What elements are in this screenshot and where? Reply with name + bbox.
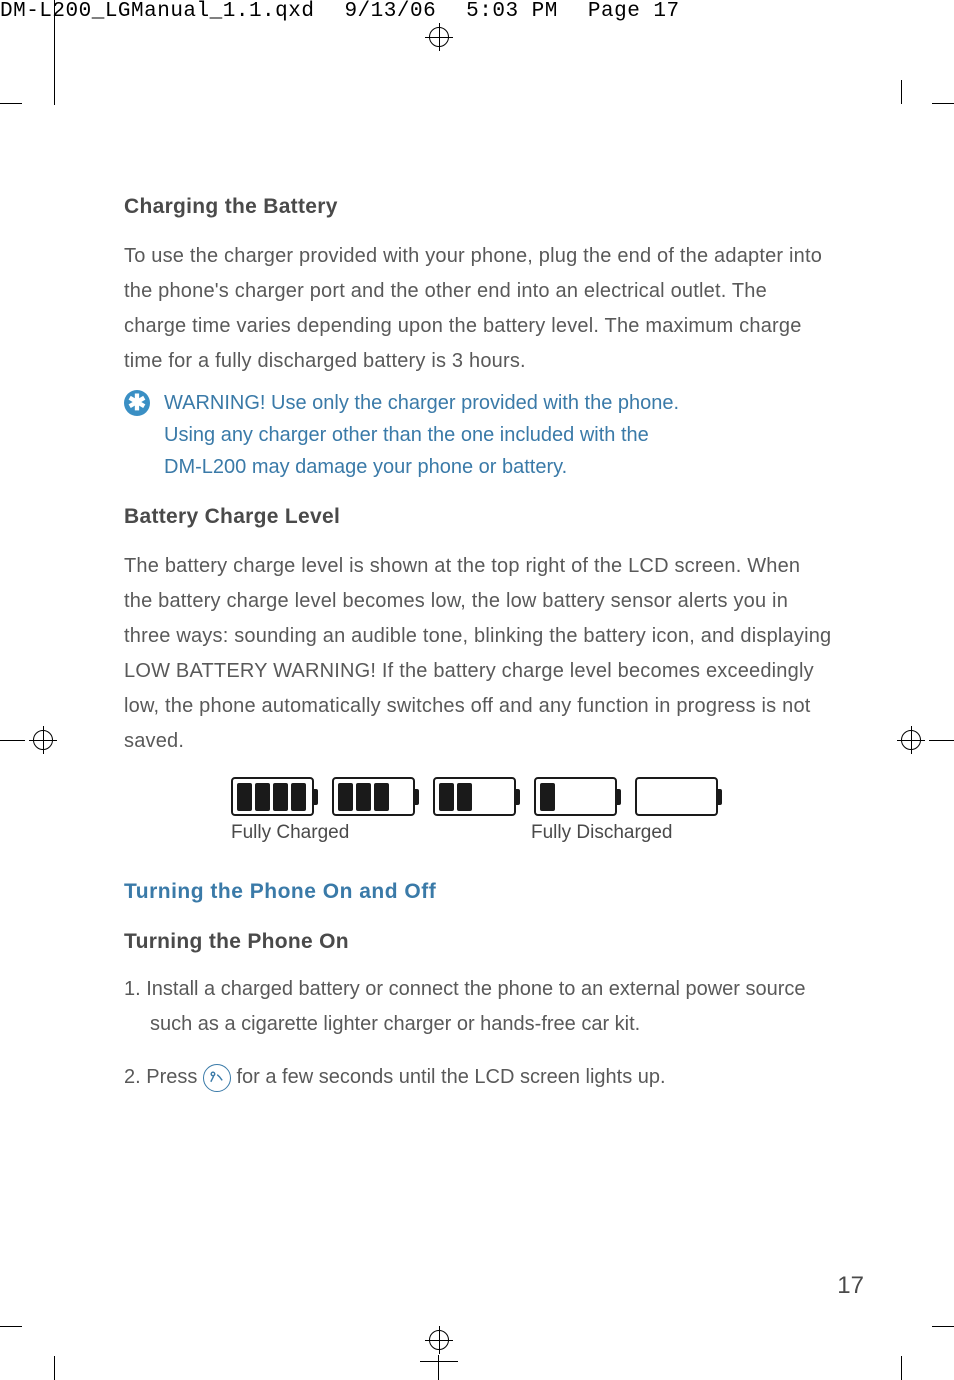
step-2: 2. Press for a few seconds until the LCD… <box>124 1060 834 1095</box>
warning-block: ✱ WARNING! Use only the charger provided… <box>124 387 834 483</box>
battery-icon <box>433 777 516 816</box>
asterisk-icon: ✱ <box>124 390 150 416</box>
text-charging: To use the charger provided with your ph… <box>124 239 834 379</box>
crop-mark <box>932 103 954 104</box>
battery-bar <box>255 783 270 811</box>
battery-icon <box>534 777 617 816</box>
crop-mark <box>901 80 902 104</box>
header-date: 9/13/06 <box>344 0 436 23</box>
crop-mark <box>901 1356 902 1380</box>
battery-bar <box>439 783 454 811</box>
page-content: Charging the Battery To use the charger … <box>124 195 834 1113</box>
page-number: 17 <box>837 1272 864 1300</box>
registration-mark <box>429 27 449 47</box>
registration-mark <box>901 730 921 750</box>
step-2-pre: 2. Press <box>124 1066 203 1088</box>
crop-mark <box>420 1361 458 1362</box>
battery-bar <box>540 783 555 811</box>
crop-mark <box>54 1356 55 1380</box>
power-end-icon <box>203 1064 231 1092</box>
crop-mark <box>0 1326 22 1327</box>
battery-icon <box>635 777 718 816</box>
label-fully-charged: Fully Charged <box>231 822 531 844</box>
warning-line2: Using any charger other than the one inc… <box>164 424 649 446</box>
heading-charging: Charging the Battery <box>124 195 834 219</box>
heading-turning-on-off: Turning the Phone On and Off <box>124 880 834 904</box>
heading-battery-level: Battery Charge Level <box>124 505 834 529</box>
crop-mark <box>54 0 55 105</box>
registration-mark <box>429 1330 449 1350</box>
header-time: 5:03 PM <box>466 0 558 23</box>
header-page: Page 17 <box>588 0 680 23</box>
warning-line3: DM-L200 may damage your phone or battery… <box>164 456 567 478</box>
step-2-post: for a few seconds until the LCD screen l… <box>236 1066 665 1088</box>
print-header: DM-L200_LGManual_1.1.qxd 9/13/06 5:03 PM… <box>0 0 680 23</box>
battery-icon <box>231 777 314 816</box>
battery-bar <box>338 783 353 811</box>
crop-mark <box>929 740 954 741</box>
step-1: 1. Install a charged battery or connect … <box>124 972 834 1042</box>
battery-bar <box>356 783 371 811</box>
battery-labels: Fully Charged Fully Discharged <box>231 822 834 844</box>
label-fully-discharged: Fully Discharged <box>531 822 673 844</box>
battery-bar <box>457 783 472 811</box>
battery-bar <box>273 783 288 811</box>
battery-bar <box>291 783 306 811</box>
header-filename: DM-L200_LGManual_1.1.qxd <box>0 0 314 23</box>
registration-mark <box>33 730 53 750</box>
crop-mark <box>0 103 22 104</box>
heading-turning-on: Turning the Phone On <box>124 930 834 954</box>
warning-line1: WARNING! Use only the charger provided w… <box>164 392 679 414</box>
text-battery-level: The battery charge level is shown at the… <box>124 549 834 759</box>
crop-mark <box>932 1326 954 1327</box>
battery-bar <box>237 783 252 811</box>
battery-bar <box>374 783 389 811</box>
battery-icon <box>332 777 415 816</box>
warning-text: WARNING! Use only the charger provided w… <box>164 387 679 483</box>
crop-mark <box>438 1355 439 1380</box>
battery-indicator-row <box>231 777 834 816</box>
